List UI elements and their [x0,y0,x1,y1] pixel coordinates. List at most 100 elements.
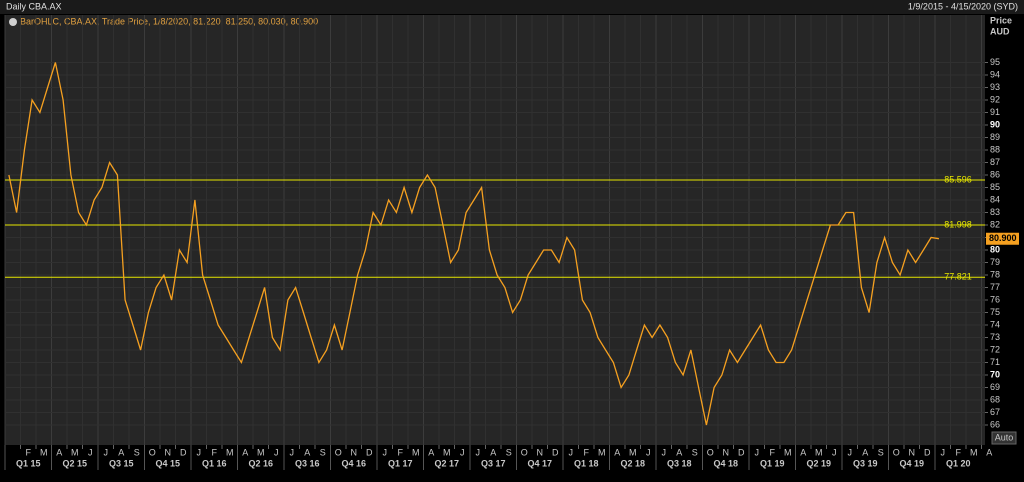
legend-text: BarOHLC, CBA.AX, Trade Price, 1/8/2020, … [20,16,318,26]
y-tick-label: 79 [990,257,1000,267]
month-label: A [862,447,868,457]
chart-title: Daily CBA.AX [6,1,62,11]
month-label: D [738,447,745,457]
month-label: O [707,447,714,457]
plot-area [5,15,985,445]
month-label: J [274,447,279,457]
month-label: J [290,447,295,457]
month-label: A [986,447,992,457]
month-label: N [351,447,358,457]
header-bar [0,0,1024,14]
month-label: M [629,447,637,457]
month-label: F [956,447,962,457]
month-label: S [692,447,698,457]
y-axis-label: Price [990,15,1012,25]
month-label: M [970,447,978,457]
legend-icon[interactable] [9,18,17,26]
auto-button-label[interactable]: Auto [995,432,1014,442]
quarter-label: Q1 16 [202,458,227,468]
y-tick-label: 72 [990,344,1000,354]
month-label: N [537,447,544,457]
quarter-label: Q3 19 [853,458,878,468]
month-label: F [212,447,218,457]
month-label: J [569,447,574,457]
month-label: F [398,447,404,457]
month-label: S [134,447,140,457]
date-range: 1/9/2015 - 4/15/2020 (SYD) [908,1,1018,11]
quarter-label: Q1 18 [574,458,599,468]
y-tick-label: 66 [990,419,1000,429]
month-label: A [242,447,248,457]
y-tick-label: 88 [990,144,1000,154]
month-label: O [521,447,528,457]
month-label: D [366,447,373,457]
month-label: D [180,447,187,457]
month-label: S [506,447,512,457]
month-label: A [614,447,620,457]
y-tick-label: 90 [990,119,1000,129]
y-tick-label: 86 [990,169,1000,179]
month-label: D [552,447,559,457]
month-label: J [88,447,93,457]
quarter-label: Q2 15 [62,458,87,468]
y-tick-label: 75 [990,307,1000,317]
reference-label: 77.821 [944,272,972,282]
month-label: O [149,447,156,457]
y-tick-label: 84 [990,194,1000,204]
y-tick-label: 71 [990,357,1000,367]
month-label: N [723,447,730,457]
month-label: A [676,447,682,457]
quarter-label: Q1 17 [388,458,413,468]
month-label: F [584,447,590,457]
month-label: M [815,447,823,457]
y-tick-label: 85 [990,182,1000,192]
month-label: J [197,447,202,457]
month-label: M [784,447,792,457]
month-label: J [460,447,465,457]
y-axis-unit: AUD [990,26,1010,36]
month-label: M [226,447,234,457]
y-tick-label: 69 [990,382,1000,392]
y-tick-label: 91 [990,107,1000,117]
y-tick-label: 89 [990,132,1000,142]
month-label: M [71,447,79,457]
y-tick-label: 68 [990,394,1000,404]
month-label: J [848,447,853,457]
y-tick-label: 95 [990,57,1000,67]
month-label: M [598,447,606,457]
month-label: A [490,447,496,457]
y-tick-label: 87 [990,157,1000,167]
y-tick-label: 67 [990,407,1000,417]
month-label: M [443,447,451,457]
quarter-label: Q3 18 [667,458,692,468]
month-label: D [924,447,931,457]
month-label: S [320,447,326,457]
reference-label: 81.998 [944,219,972,229]
quarter-label: Q4 15 [155,458,180,468]
month-label: M [412,447,420,457]
y-tick-label: 74 [990,319,1000,329]
month-label: N [909,447,916,457]
month-label: N [165,447,172,457]
quarter-label: Q2 16 [248,458,273,468]
price-line [8,62,939,426]
month-label: A [428,447,434,457]
y-tick-label: 73 [990,332,1000,342]
y-tick-label: 80 [990,244,1000,254]
month-label: J [646,447,651,457]
quarter-label: Q3 15 [109,458,134,468]
month-label: O [893,447,900,457]
month-label: J [104,447,109,457]
quarter-label: Q3 16 [295,458,320,468]
auto-button[interactable] [991,431,1017,445]
quarter-label: Q4 19 [899,458,924,468]
quarter-label: Q2 19 [806,458,831,468]
month-label: A [304,447,310,457]
y-tick-label: 92 [990,94,1000,104]
y-tick-label: 78 [990,269,1000,279]
y-tick-label: 77 [990,282,1000,292]
quarter-label: Q2 18 [620,458,645,468]
month-label: A [800,447,806,457]
quarter-label: Q1 19 [760,458,785,468]
